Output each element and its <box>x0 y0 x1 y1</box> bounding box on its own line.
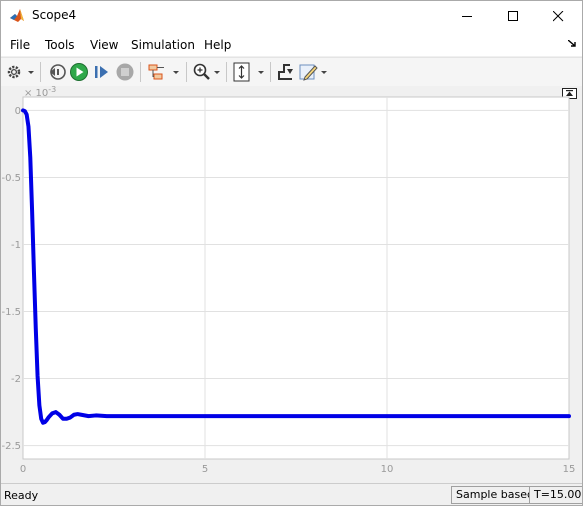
dock-arrow-icon[interactable] <box>568 40 577 48</box>
window-title: Scope4 <box>32 8 77 22</box>
zoom-button[interactable] <box>191 61 223 83</box>
y-tick-label: 0 <box>15 106 21 117</box>
plot-area[interactable]: 0 5 10 15 0 -0.5 -1 -1.5 -2 -2.5 × 10-3 <box>1 86 582 482</box>
close-icon <box>553 11 564 22</box>
signal-selector-icon <box>148 64 179 80</box>
maximize-button[interactable] <box>491 1 537 32</box>
y-tick-label: -1.5 <box>1 307 21 318</box>
axes-background <box>22 96 570 460</box>
settings-button[interactable] <box>5 61 35 83</box>
title-bar[interactable]: Scope4 <box>1 1 582 32</box>
y-tick-label: -0.5 <box>1 173 21 184</box>
scale-axes-button[interactable] <box>231 61 267 83</box>
signal-selector-button[interactable] <box>146 61 182 83</box>
scale-axes-icon <box>233 62 264 82</box>
run-button[interactable] <box>68 61 90 83</box>
sample-mode-indicator: Sample based <box>451 486 539 504</box>
toolbar-separator <box>140 62 141 82</box>
grid-lines <box>23 97 569 459</box>
step-back-button[interactable] <box>46 61 68 83</box>
series-line <box>21 108 571 425</box>
run-icon <box>70 63 88 81</box>
step-forward-icon <box>95 66 108 78</box>
tick-labels: 0 5 10 15 0 -0.5 -1 -1.5 -2 -2.5 <box>1 106 575 475</box>
stop-button[interactable] <box>114 61 136 83</box>
menu-simulation[interactable]: Simulation <box>131 38 195 52</box>
pencil-icon <box>299 64 327 81</box>
toolbar-separator <box>270 62 271 82</box>
minimize-icon <box>462 16 472 17</box>
arrow-up-icon <box>566 90 573 96</box>
y-tick-label: -2.5 <box>1 441 21 452</box>
stop-icon <box>116 63 134 81</box>
status-bar: Ready Sample based T=15.000 <box>1 483 582 505</box>
gear-icon <box>7 65 34 79</box>
scope-plot[interactable]: 0 5 10 15 0 -0.5 -1 -1.5 -2 -2.5 × 10-3 <box>1 86 582 482</box>
matlab-logo-icon <box>10 9 24 22</box>
triggers-button[interactable] <box>275 61 297 83</box>
menu-help[interactable]: Help <box>204 38 232 52</box>
menu-file[interactable]: File <box>10 38 31 52</box>
toolbar <box>1 57 582 87</box>
simulation-time: T=15.000 <box>529 486 582 504</box>
toolbar-separator <box>226 62 227 82</box>
step-back-icon <box>50 64 66 80</box>
toolbar-separator <box>40 62 41 82</box>
x-tick-label: 0 <box>20 464 26 475</box>
step-forward-button[interactable] <box>91 61 113 83</box>
minimize-button[interactable] <box>445 1 491 32</box>
axis-multiplier: × 10-3 <box>24 86 56 99</box>
y-tick-label: -1 <box>11 240 21 251</box>
highlight-button[interactable] <box>298 61 330 83</box>
toolbar-separator <box>186 62 187 82</box>
x-tick-label: 15 <box>563 464 576 475</box>
x-tick-label: 5 <box>202 464 208 475</box>
menu-tools[interactable]: Tools <box>45 38 75 52</box>
menu-view[interactable]: View <box>90 38 119 52</box>
y-tick-label: -2 <box>11 374 21 385</box>
zoom-icon <box>193 63 220 80</box>
maximize-icon <box>508 11 518 21</box>
triggers-icon <box>278 64 293 80</box>
status-text: Ready <box>4 489 39 502</box>
close-button[interactable] <box>536 1 582 32</box>
x-tick-label: 10 <box>381 464 394 475</box>
menu-bar: File Tools View Simulation Help <box>1 32 582 56</box>
